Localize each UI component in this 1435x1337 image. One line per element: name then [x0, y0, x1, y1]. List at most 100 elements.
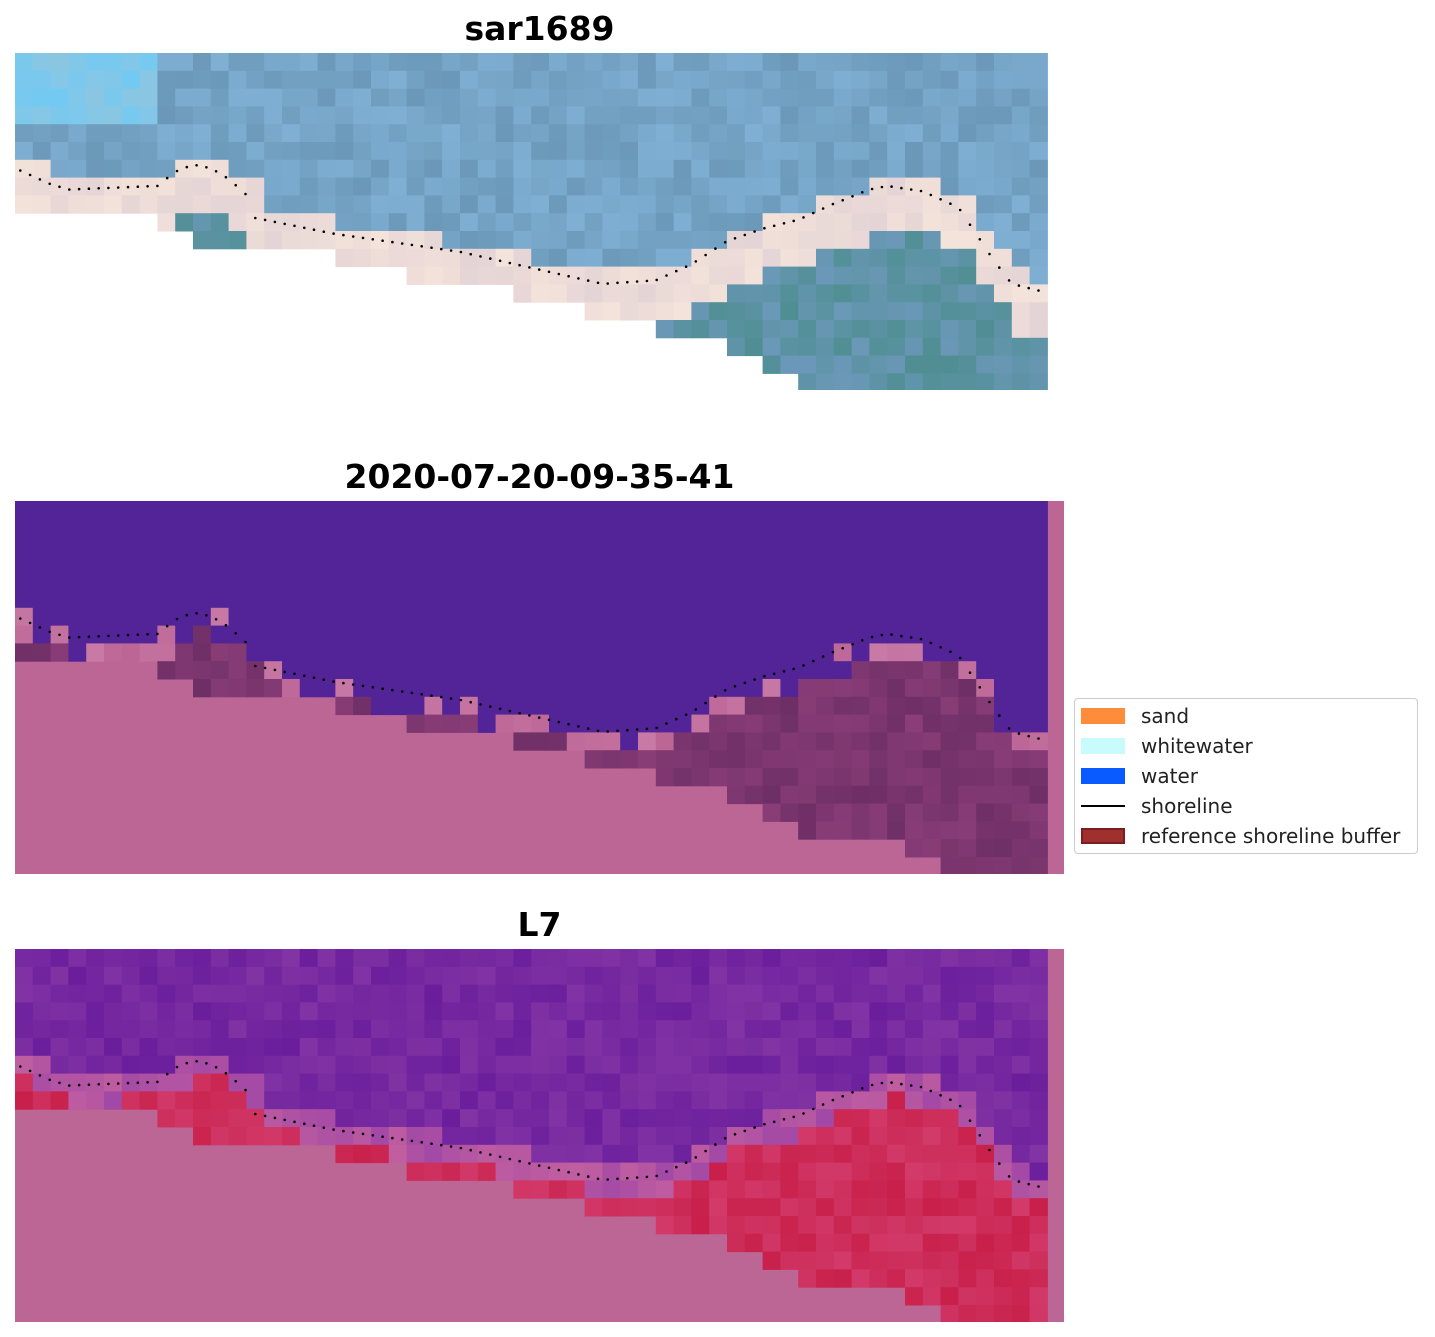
- class-pixel: [905, 714, 924, 733]
- image-pixel: [513, 284, 532, 303]
- image-pixel: [887, 177, 906, 196]
- image-pixel: [833, 142, 853, 161]
- shoreline-point: [126, 633, 130, 637]
- class-pixel: [246, 661, 265, 680]
- image-pixel: [513, 106, 532, 125]
- index-pixel: [424, 1127, 443, 1146]
- index-pixel: [353, 949, 372, 968]
- index-pixel: [139, 984, 158, 1003]
- index-pixel: [1011, 1144, 1031, 1164]
- image-pixel: [905, 373, 924, 390]
- image-pixel: [709, 320, 728, 339]
- class-pixel: [833, 785, 853, 805]
- image-pixel: [15, 88, 34, 107]
- shoreline-point: [97, 1083, 100, 1086]
- water-swatch: [1081, 768, 1125, 784]
- image-pixel: [655, 70, 675, 90]
- class-pixel: [175, 661, 194, 680]
- shoreline-point: [312, 676, 316, 679]
- class-pixel: [887, 518, 906, 538]
- class-pixel: [709, 625, 728, 644]
- index-pixel: [744, 1144, 764, 1164]
- image-pixel: [549, 231, 568, 250]
- index-pixel: [602, 1002, 621, 1021]
- image-pixel: [780, 355, 799, 374]
- index-pixel: [1011, 1287, 1031, 1306]
- class-pixel: [833, 590, 853, 609]
- image-pixel: [744, 213, 764, 232]
- image-pixel: [691, 248, 710, 268]
- class-pixel: [922, 803, 942, 822]
- shoreline-point: [958, 1104, 962, 1108]
- class-pixel: [1011, 607, 1031, 627]
- index-pixel: [121, 1002, 141, 1021]
- class-pixel: [1011, 839, 1031, 858]
- class-pixel: [68, 501, 87, 520]
- index-pixel: [32, 1038, 52, 1057]
- index-pixel: [210, 1109, 230, 1128]
- shoreline-point: [939, 198, 942, 201]
- image-pixel: [32, 88, 52, 107]
- image-pixel: [317, 106, 336, 125]
- index-pixel: [905, 1038, 924, 1057]
- image-pixel: [691, 53, 710, 72]
- shoreline-point: [68, 636, 71, 639]
- class-pixel: [816, 679, 835, 698]
- index-pixel: [976, 1091, 995, 1110]
- shoreline-point: [821, 655, 825, 658]
- class-pixel: [1011, 750, 1031, 769]
- class-pixel: [477, 590, 497, 609]
- shoreline-point: [861, 639, 864, 642]
- index-pixel: [869, 966, 888, 986]
- image-pixel: [816, 337, 835, 357]
- index-pixel: [780, 1251, 799, 1270]
- image-pixel: [104, 177, 123, 196]
- class-pixel: [1029, 661, 1048, 680]
- index-pixel: [549, 1055, 568, 1075]
- shoreline-point: [273, 668, 277, 672]
- class-pixel: [994, 607, 1013, 627]
- index-pixel: [602, 1144, 621, 1164]
- image-pixel: [1029, 53, 1048, 72]
- image-pixel: [816, 124, 835, 143]
- class-pixel: [50, 554, 69, 573]
- image-pixel: [780, 284, 799, 303]
- image-pixel: [566, 70, 586, 90]
- index-pixel: [32, 1020, 52, 1039]
- image-pixel: [976, 373, 995, 390]
- class-pixel: [513, 661, 532, 680]
- image-pixel: [1029, 302, 1048, 321]
- class-pixel: [940, 572, 959, 591]
- image-pixel: [833, 88, 853, 107]
- image-pixel: [228, 195, 247, 214]
- index-pixel: [1029, 1127, 1048, 1146]
- shoreline-point: [890, 185, 893, 188]
- image-pixel: [371, 159, 390, 179]
- image-pixel: [264, 195, 283, 214]
- index-pixel: [940, 966, 959, 986]
- index-pixel: [620, 1127, 639, 1146]
- shoreline-point: [792, 219, 795, 223]
- image-pixel: [406, 70, 425, 90]
- image-pixel: [121, 159, 141, 179]
- class-pixel: [531, 501, 550, 520]
- index-pixel: [549, 966, 568, 986]
- image-pixel: [673, 177, 692, 196]
- index-pixel: [851, 1144, 870, 1164]
- class-pixel: [798, 714, 817, 733]
- index-pixel: [798, 1091, 817, 1110]
- index-pixel: [655, 1109, 675, 1128]
- class-pixel: [798, 679, 817, 698]
- image-pixel: [851, 142, 870, 161]
- index-pixel: [406, 1020, 425, 1039]
- shoreline-point: [234, 183, 237, 187]
- image-pixel: [1011, 248, 1031, 268]
- index-pixel: [976, 1198, 995, 1217]
- image-pixel: [709, 177, 728, 196]
- index-pixel: [460, 984, 479, 1003]
- shoreline-point: [1037, 1185, 1040, 1188]
- index-pixel: [531, 949, 550, 968]
- class-pixel: [68, 607, 87, 627]
- image-pixel: [86, 53, 105, 72]
- index-pixel: [798, 1144, 817, 1164]
